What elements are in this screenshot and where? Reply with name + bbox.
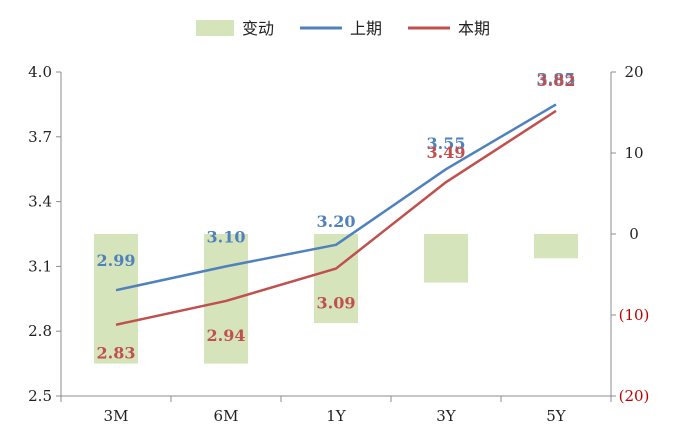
legend-label: 变动	[242, 19, 274, 38]
bar-5Y	[534, 234, 578, 259]
x-axis-tick-label: 5Y	[546, 407, 567, 425]
right-axis-tick-label: 10	[624, 144, 643, 162]
x-axis-tick-label: 1Y	[326, 407, 347, 425]
bar-3M	[94, 234, 138, 364]
bar-series	[94, 234, 578, 364]
data-label-本期-3Y: 3.49	[427, 143, 466, 162]
data-label-上期-6M: 3.10	[207, 227, 246, 246]
data-labels: 2.99 3.10 3.20 3.55 3.85 2.83 2.94 3.09 3.49 3.82	[97, 69, 576, 362]
data-label-本期-3M: 2.83	[97, 344, 136, 363]
left-axis-tick-label: 3.4	[28, 193, 52, 211]
left-axis: 2.5 2.8 3.1 3.4 3.7 4.0	[28, 63, 62, 405]
left-axis-tick-label: 4.0	[28, 63, 52, 81]
left-axis-tick-label: 2.8	[28, 322, 52, 340]
line-上期	[115, 103, 557, 292]
left-axis-tick-label: 3.1	[28, 257, 52, 275]
line-本期	[115, 109, 557, 326]
x-axis-tick-label: 3M	[104, 407, 129, 425]
bar-3Y	[424, 234, 468, 283]
data-label-上期-5Y: 3.85	[537, 69, 576, 88]
right-axis-tick-label: 0	[629, 225, 639, 243]
data-label-本期-5Y: 3.82	[537, 71, 576, 90]
x-axis: 3M 6M 1Y 3Y 5Y	[60, 395, 612, 425]
line-series	[115, 103, 557, 326]
bar-6M	[204, 234, 248, 364]
right-axis: (20) (10) 0 10 20	[610, 63, 650, 405]
right-axis-tick-label: (10)	[619, 306, 650, 324]
data-label-本期-6M: 2.94	[207, 326, 246, 345]
legend-swatch	[196, 20, 234, 36]
left-axis-tick-label: 2.5	[28, 387, 52, 405]
data-label-本期-1Y: 3.09	[317, 294, 356, 313]
x-axis-tick-label: 3Y	[436, 407, 457, 425]
legend-label: 本期	[458, 19, 490, 38]
legend-label: 上期	[350, 19, 382, 38]
x-axis-tick-label: 6M	[214, 407, 239, 425]
right-axis-tick-label: 20	[624, 63, 643, 81]
data-label-上期-1Y: 3.20	[317, 212, 356, 231]
data-label-上期-3M: 2.99	[97, 251, 136, 270]
right-axis-tick-label: (20)	[619, 387, 650, 405]
data-label-上期-3Y: 3.55	[427, 134, 466, 153]
left-axis-tick-label: 3.7	[28, 128, 52, 146]
chart-legend: 变动 上期 本期	[196, 19, 490, 38]
